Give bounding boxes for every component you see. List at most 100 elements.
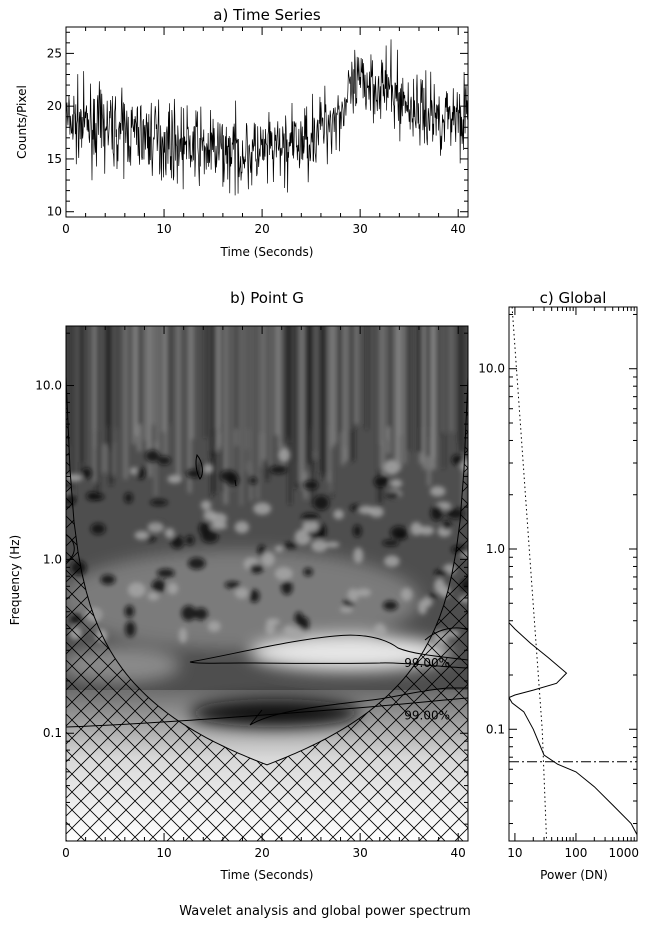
dark-blob [269, 465, 288, 474]
global-spectrum-dotted-line [511, 307, 548, 841]
texture-stripe [187, 326, 192, 493]
high-frequency-texture [66, 326, 466, 506]
time-series-line [66, 39, 468, 196]
dark-blob [427, 593, 438, 600]
texture-stripe [406, 326, 410, 451]
light-blob [410, 522, 423, 536]
panel-a-y-tick-label: 25 [47, 46, 62, 60]
panel-c-axis-ticks: 10 100 1000 0.1 1.0 10.0 [478, 307, 639, 860]
panel-b-axis-ticks: 0 10 20 30 40 0.1 1.0 10.0 [35, 326, 468, 860]
dark-blob [317, 523, 327, 539]
texture-stripe [347, 326, 352, 463]
texture-stripe [256, 326, 259, 500]
texture-stripe [95, 326, 100, 500]
dark-blob [194, 607, 208, 621]
contour-upper [189, 634, 468, 669]
texture-stripe [143, 326, 146, 441]
panel-a-y-tick-label: 15 [47, 152, 62, 166]
texture-stripe [399, 326, 402, 436]
texture-stripe [123, 326, 128, 480]
texture-stripe [229, 326, 232, 477]
texture-stripe [354, 326, 359, 425]
light-blob [200, 500, 212, 511]
dark-blob [90, 523, 106, 535]
global-spectrum-solid-line [509, 622, 637, 835]
panel-c-x-tick-label: 10 [507, 846, 522, 860]
texture-stripe [422, 326, 427, 470]
panel-b-x-tick-label: 10 [156, 846, 171, 860]
texture-stripe [163, 326, 168, 465]
dark-blob [395, 530, 408, 540]
contour-label: 99.00% [404, 656, 450, 670]
light-blob [261, 552, 275, 567]
light-blob [203, 510, 217, 521]
texture-stripe [430, 326, 436, 470]
texture-stripe [223, 326, 228, 505]
texture-stripe [112, 326, 115, 475]
light-blob [164, 528, 175, 539]
texture-stripe [210, 326, 215, 459]
texture-stripe [268, 326, 271, 467]
dark-blob [158, 455, 171, 466]
texture-stripe [418, 326, 422, 452]
texture-stripe [259, 326, 262, 467]
light-blob [384, 555, 400, 567]
light-blob [302, 519, 319, 533]
dark-blob [303, 480, 319, 490]
light-blob [127, 582, 146, 598]
light-blob [356, 588, 372, 597]
wavelet-blobs [66, 447, 468, 646]
texture-stripe [214, 326, 217, 437]
dark-blob [124, 605, 135, 618]
texture-stripe [365, 326, 368, 430]
light-blob [353, 547, 364, 564]
figure-caption: Wavelet analysis and global power spectr… [179, 904, 470, 919]
light-blob [266, 618, 281, 626]
cone-of-influence-hatch [66, 376, 468, 841]
dark-blob [125, 621, 136, 637]
texture-stripe [311, 326, 315, 506]
texture-stripe [333, 326, 337, 444]
texture-stripe [274, 326, 279, 436]
panel-b-y-label: Frequency (Hz) [8, 535, 22, 626]
texture-stripe [81, 326, 84, 462]
dark-blob [201, 530, 219, 543]
dark-blob [226, 473, 240, 487]
texture-stripe [425, 326, 430, 457]
panel-a-y-tick-label: 20 [47, 99, 62, 113]
texture-stripe [319, 326, 322, 473]
panel-a-x-tick-label: 10 [156, 222, 171, 236]
dark-blob [249, 563, 264, 574]
dark-blob [170, 535, 184, 549]
panel-b-x-tick-label: 20 [254, 846, 269, 860]
dark-blob [281, 580, 293, 595]
texture-stripe [343, 326, 347, 448]
texture-stripe [394, 326, 399, 464]
light-blob [419, 525, 435, 536]
contour-label: 99.00% [404, 708, 450, 722]
panel-a-x-tick-label: 20 [254, 222, 269, 236]
texture-stripe [217, 326, 222, 447]
texture-stripe [134, 326, 139, 437]
dark-blob [136, 467, 146, 480]
panel-b-y-tick-label: 0.1 [43, 726, 62, 740]
texture-stripe [321, 326, 325, 480]
panel-b-x-tick-label: 0 [62, 846, 70, 860]
panel-c-title: c) Global [540, 289, 607, 307]
dark-blob [249, 589, 260, 603]
dark-blob [294, 611, 304, 625]
dark-blob [186, 469, 203, 478]
dark-blob [187, 557, 206, 570]
panel-c-x-tick-label: 1000 [608, 846, 639, 860]
texture-stripe [295, 326, 298, 462]
light-blob [325, 541, 340, 548]
light-blob [274, 545, 284, 553]
light-blob [147, 522, 164, 533]
texture-stripe [152, 326, 155, 425]
texture-stripe [383, 326, 385, 442]
dark-blob [303, 567, 313, 577]
texture-stripe [434, 326, 437, 470]
light-blob [274, 567, 293, 581]
texture-stripe [231, 326, 234, 490]
dark-blob [86, 491, 99, 501]
